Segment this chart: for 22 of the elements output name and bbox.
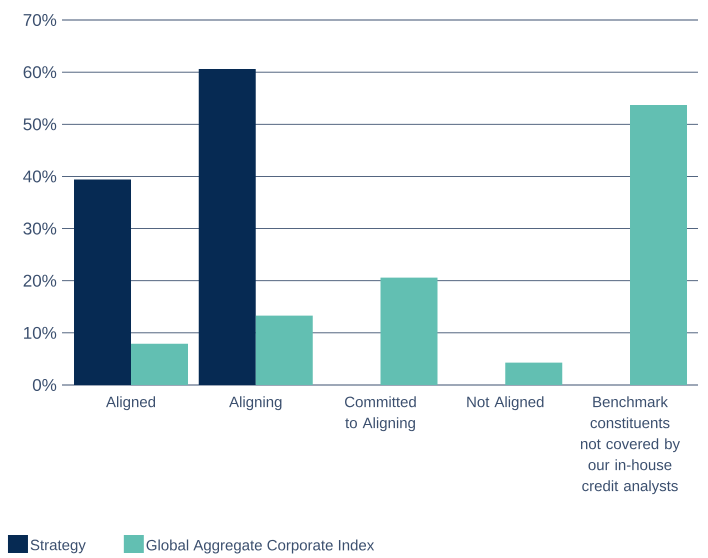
bar — [198, 69, 256, 385]
y-tick-label: 20% — [24, 274, 56, 287]
x-tick-label: Not Aligned — [467, 396, 544, 410]
y-tick-label: 60% — [24, 66, 56, 78]
bar — [74, 180, 132, 385]
legend-label: Strategy — [30, 540, 86, 554]
y-tick-label: 0% — [32, 378, 56, 392]
y-tick-label: 10% — [24, 326, 56, 339]
x-tick-label: Committed to Aligning — [345, 396, 416, 432]
bar — [505, 362, 562, 385]
y-tick-label: 50% — [23, 118, 56, 130]
y-tick-label: 70% — [24, 14, 56, 26]
x-tick-label: Aligned — [106, 396, 156, 410]
x-tick-label: Benchmark constituents not covered by our in-house credit analysts — [580, 396, 680, 494]
bar — [256, 316, 313, 385]
bar — [630, 104, 688, 385]
bar — [131, 344, 188, 385]
y-tick-label: 40% — [23, 170, 56, 182]
bar — [380, 278, 438, 385]
legend-label: Global Aggregate Corporate Index — [146, 539, 374, 554]
y-tick-label: 30% — [23, 222, 56, 235]
x-tick-label: Aligning — [229, 396, 282, 410]
